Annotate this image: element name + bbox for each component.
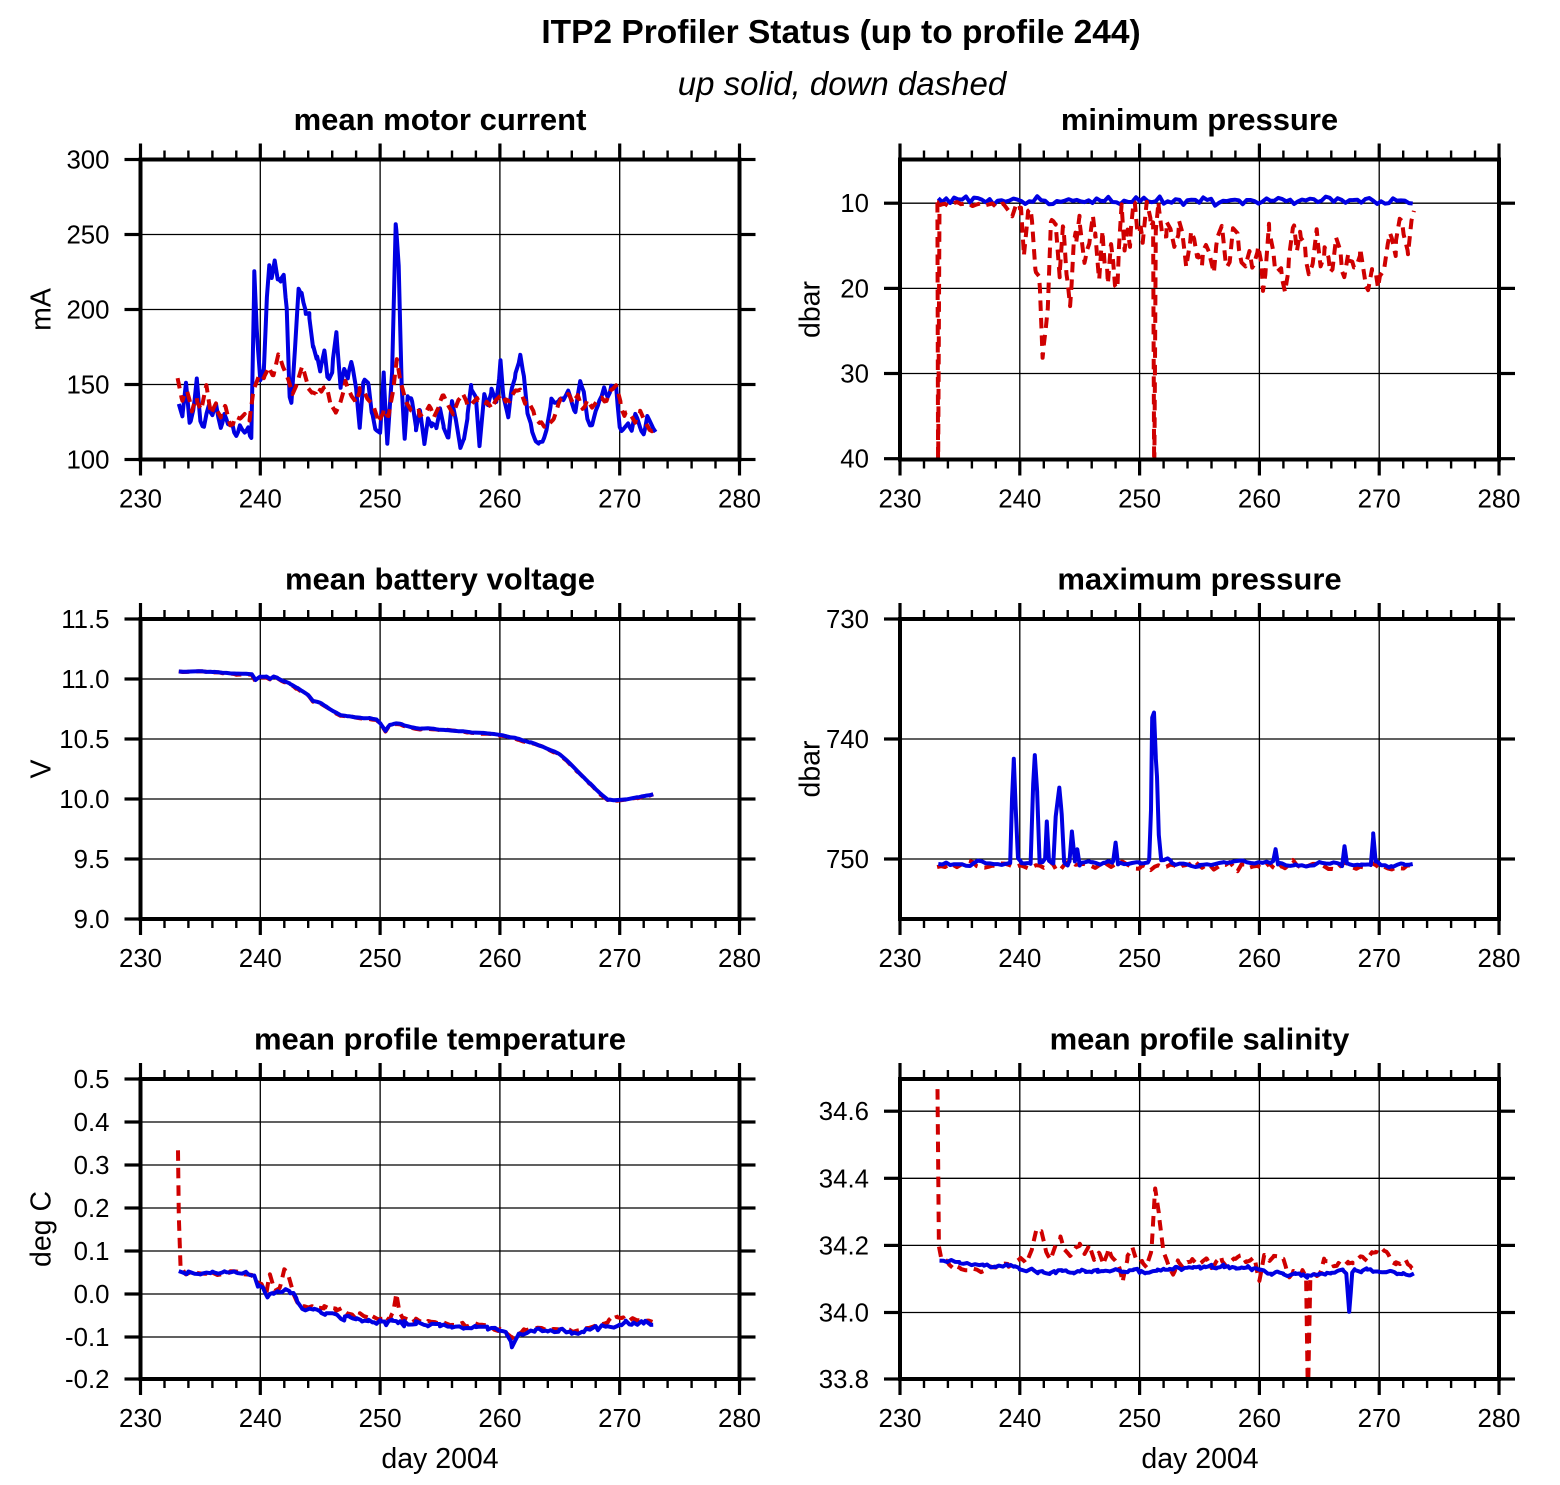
svg-text:250: 250 [66, 222, 109, 250]
svg-text:230: 230 [119, 945, 162, 973]
svg-text:740: 740 [826, 726, 869, 754]
svg-text:230: 230 [878, 945, 921, 973]
svg-text:280: 280 [718, 486, 761, 514]
svg-text:34.2: 34.2 [819, 1232, 869, 1260]
svg-text:230: 230 [878, 1405, 921, 1433]
svg-text:270: 270 [1358, 945, 1401, 973]
svg-text:270: 270 [598, 1405, 641, 1433]
svg-text:250: 250 [1118, 486, 1161, 514]
svg-text:dbar: dbar [795, 280, 827, 338]
svg-text:280: 280 [718, 945, 761, 973]
svg-text:V: V [26, 759, 58, 778]
svg-text:260: 260 [1238, 486, 1281, 514]
svg-text:0.3: 0.3 [74, 1152, 110, 1180]
svg-text:260: 260 [1238, 1405, 1281, 1433]
svg-text:10.0: 10.0 [59, 786, 109, 814]
svg-text:280: 280 [1477, 1405, 1520, 1433]
svg-text:mean motor current: mean motor current [294, 102, 587, 137]
svg-text:250: 250 [359, 945, 402, 973]
svg-text:day 2004: day 2004 [1141, 1443, 1258, 1475]
svg-text:730: 730 [826, 606, 869, 634]
svg-text:0.4: 0.4 [74, 1109, 110, 1137]
svg-text:260: 260 [478, 486, 521, 514]
svg-text:11.0: 11.0 [61, 666, 109, 694]
svg-text:mA: mA [26, 288, 58, 331]
svg-text:34.6: 34.6 [819, 1098, 869, 1126]
svg-text:240: 240 [998, 1405, 1041, 1433]
svg-text:-0.2: -0.2 [65, 1366, 109, 1394]
svg-text:up solid, down dashed: up solid, down dashed [678, 65, 1008, 102]
svg-text:240: 240 [998, 486, 1041, 514]
svg-text:mean profile temperature: mean profile temperature [254, 1021, 626, 1056]
svg-text:150: 150 [66, 372, 109, 400]
svg-text:0.5: 0.5 [74, 1066, 110, 1094]
svg-text:270: 270 [1358, 486, 1401, 514]
svg-text:ITP2 Profiler Status (up to pr: ITP2 Profiler Status (up to profile 244) [541, 14, 1140, 51]
svg-text:dbar: dbar [795, 740, 827, 798]
svg-text:270: 270 [598, 945, 641, 973]
svg-text:750: 750 [826, 846, 869, 874]
svg-text:mean battery voltage: mean battery voltage [285, 561, 595, 596]
svg-text:240: 240 [239, 945, 282, 973]
svg-text:270: 270 [1358, 1405, 1401, 1433]
svg-text:250: 250 [1118, 1405, 1161, 1433]
svg-text:10: 10 [840, 190, 869, 218]
svg-text:0.1: 0.1 [74, 1238, 110, 1266]
svg-text:260: 260 [478, 1405, 521, 1433]
svg-text:minimum pressure: minimum pressure [1061, 102, 1338, 137]
svg-text:250: 250 [1118, 945, 1161, 973]
svg-text:9.0: 9.0 [74, 906, 110, 934]
svg-text:270: 270 [598, 486, 641, 514]
svg-text:230: 230 [878, 486, 921, 514]
svg-text:0.2: 0.2 [74, 1195, 110, 1223]
svg-text:280: 280 [1477, 945, 1520, 973]
svg-text:40: 40 [840, 446, 869, 474]
svg-text:10.5: 10.5 [59, 726, 109, 754]
svg-text:day 2004: day 2004 [381, 1443, 498, 1475]
svg-text:300: 300 [66, 147, 109, 175]
svg-text:34.4: 34.4 [819, 1165, 869, 1193]
svg-text:260: 260 [478, 945, 521, 973]
svg-text:230: 230 [119, 1405, 162, 1433]
svg-text:0.0: 0.0 [74, 1281, 110, 1309]
svg-text:240: 240 [239, 486, 282, 514]
svg-text:280: 280 [1477, 486, 1520, 514]
svg-text:200: 200 [66, 297, 109, 325]
svg-text:100: 100 [66, 447, 109, 475]
svg-text:34.0: 34.0 [819, 1300, 869, 1328]
svg-text:11.5: 11.5 [61, 606, 109, 634]
svg-text:30: 30 [840, 361, 869, 389]
svg-text:maximum pressure: maximum pressure [1057, 561, 1341, 596]
svg-text:240: 240 [239, 1405, 282, 1433]
svg-text:-0.1: -0.1 [65, 1324, 109, 1352]
svg-text:250: 250 [359, 1405, 402, 1433]
svg-text:33.8: 33.8 [819, 1366, 869, 1394]
svg-text:260: 260 [1238, 945, 1281, 973]
svg-text:mean profile salinity: mean profile salinity [1050, 1021, 1351, 1056]
svg-text:9.5: 9.5 [74, 846, 110, 874]
svg-text:20: 20 [840, 275, 869, 303]
svg-text:250: 250 [359, 486, 402, 514]
svg-text:230: 230 [119, 486, 162, 514]
svg-text:deg C: deg C [26, 1191, 58, 1267]
svg-text:240: 240 [998, 945, 1041, 973]
svg-text:280: 280 [718, 1405, 761, 1433]
